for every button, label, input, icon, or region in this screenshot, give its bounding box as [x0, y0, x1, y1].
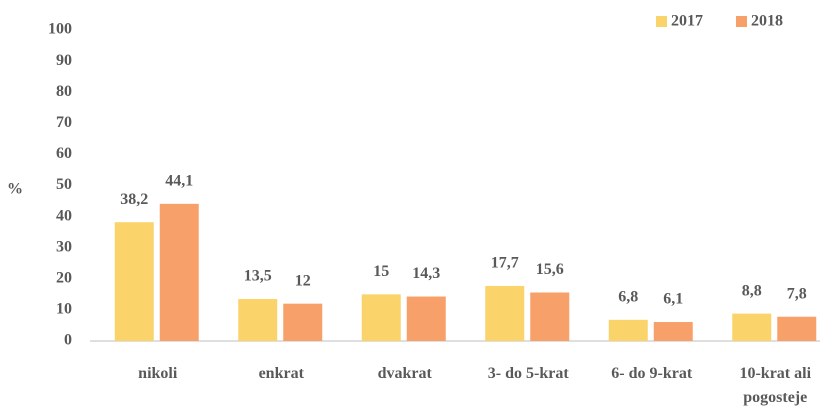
data-label: 7,8: [787, 285, 807, 302]
bar: [777, 316, 817, 341]
y-tick-label: 40: [56, 207, 72, 224]
y-tick-label: 10: [56, 301, 72, 318]
x-tick-label: 3- do 5-krat: [487, 365, 569, 382]
legend-label: 2017: [671, 13, 703, 30]
data-label: 15,6: [536, 261, 564, 278]
data-label: 12: [295, 272, 311, 289]
x-tick-label: 6- do 9-krat: [611, 365, 693, 382]
x-tick-label: dvakrat: [377, 365, 432, 382]
data-label: 15: [373, 263, 389, 280]
y-tick-label: 90: [56, 52, 72, 69]
y-tick-label: 0: [64, 332, 72, 349]
data-label: 44,1: [165, 173, 193, 190]
y-tick-label: 60: [56, 145, 72, 162]
x-tick-label: 10-krat ali pogosteje: [739, 365, 812, 406]
bar: [485, 285, 525, 341]
y-tick-label: 70: [56, 114, 72, 131]
y-tick-label: 80: [56, 83, 72, 100]
y-tick-label: 20: [56, 269, 72, 286]
x-tick-label: nikoli: [138, 365, 178, 382]
bar: [361, 294, 401, 341]
y-axis-label: %: [7, 181, 23, 198]
y-tick-label: 50: [56, 176, 72, 193]
bar: [238, 299, 278, 341]
bar: [283, 303, 323, 341]
y-tick-label: 30: [56, 238, 72, 255]
bar: [653, 322, 693, 341]
data-label: 38,2: [120, 191, 148, 208]
legend-swatch: [736, 16, 747, 27]
data-label: 14,3: [412, 265, 440, 282]
bar: [406, 296, 446, 341]
legend-swatch: [656, 16, 667, 27]
bar: [608, 319, 648, 341]
data-label: 6,8: [618, 289, 638, 306]
bar: [159, 203, 199, 341]
x-tick-label: enkrat: [258, 365, 304, 382]
data-label: 6,1: [663, 291, 683, 308]
bar: [530, 292, 570, 341]
data-label: 13,5: [244, 268, 272, 285]
y-tick-label: 100: [48, 21, 72, 38]
bar: [114, 222, 154, 341]
data-label: 8,8: [742, 282, 762, 299]
bar: [732, 313, 772, 341]
legend-label: 2018: [751, 13, 783, 30]
data-label: 17,7: [491, 255, 519, 272]
